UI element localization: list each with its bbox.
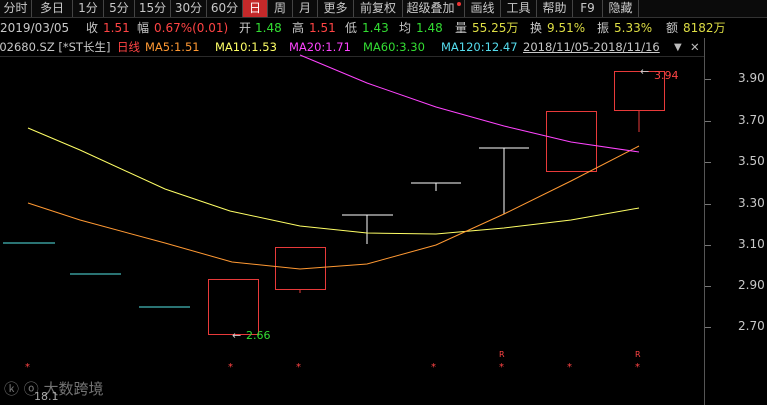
quote-bar: 2019/03/05 收 1.51 幅 0.67%(0.01) 开 1.48 高… bbox=[0, 18, 767, 38]
min-arrow: ← bbox=[232, 329, 241, 342]
volume-value: 55.25万 bbox=[472, 21, 519, 35]
amplitude-value: 5.33% bbox=[614, 21, 653, 35]
y-tick-mark bbox=[705, 162, 711, 163]
ma120-label: MA120:12.47 bbox=[441, 40, 518, 54]
marker-r: R bbox=[499, 350, 505, 359]
toolbar-tab-5[interactable]: 30分 bbox=[171, 0, 207, 17]
date-range[interactable]: 2018/11/05-2018/11/16 bbox=[523, 40, 660, 54]
toolbar-tab-2[interactable]: 1分 bbox=[73, 0, 104, 17]
low-label: 低 bbox=[345, 21, 358, 35]
notification-dot-icon bbox=[456, 2, 461, 6]
period-label: 日线 bbox=[117, 40, 140, 54]
header-separator bbox=[0, 56, 704, 57]
open-label: 开 bbox=[239, 21, 252, 35]
amplitude-label: 振 bbox=[597, 21, 610, 35]
ma5-label: MA5:1.51 bbox=[145, 40, 200, 54]
avg-label: 均 bbox=[399, 21, 412, 35]
y-axis-line bbox=[704, 38, 705, 405]
y-tick-label: 2.70 bbox=[738, 319, 765, 333]
y-tick-label: 3.90 bbox=[738, 71, 765, 85]
y-tick-label: 3.70 bbox=[738, 113, 765, 127]
open-value: 1.48 bbox=[255, 21, 282, 35]
y-tick-label: 3.10 bbox=[738, 237, 765, 251]
watermark-logo: ⓚ ⓞ 大数跨境 bbox=[4, 380, 104, 398]
marker-star: * bbox=[25, 362, 30, 373]
toolbar-tab-0[interactable]: 分时 bbox=[0, 0, 32, 17]
y-tick-label: 2.90 bbox=[738, 278, 765, 292]
marker-star: * bbox=[635, 362, 640, 373]
volume-label: 量 bbox=[455, 21, 468, 35]
y-tick-label: 3.30 bbox=[738, 196, 765, 210]
marker-star: * bbox=[431, 362, 436, 373]
toolbar-tab-8[interactable]: 周 bbox=[268, 0, 293, 17]
ma60-label: MA60:3.30 bbox=[363, 40, 425, 54]
toolbar-tab-14[interactable]: 工具 bbox=[501, 0, 537, 17]
amount-label: 额 bbox=[666, 21, 679, 35]
min-value: 2.66 bbox=[246, 329, 271, 342]
y-tick-label: 3.50 bbox=[738, 154, 765, 168]
y-tick-mark bbox=[705, 79, 711, 80]
high-label: 高 bbox=[292, 21, 305, 35]
bottom-value: 18.1 bbox=[34, 390, 59, 403]
toolbar-tab-6[interactable]: 60分 bbox=[207, 0, 243, 17]
quote-date: 2019/03/05 bbox=[0, 21, 70, 35]
toolbar-tab-3[interactable]: 5分 bbox=[104, 0, 135, 17]
max-arrow: ← bbox=[640, 65, 649, 78]
candle-up bbox=[546, 111, 597, 172]
ma20-label: MA20:1.71 bbox=[289, 40, 351, 54]
marker-star: * bbox=[296, 362, 301, 373]
toolbar-tab-4[interactable]: 15分 bbox=[135, 0, 171, 17]
stock-name[interactable]: 002680.SZ [*ST长生] bbox=[0, 40, 111, 54]
toolbar-tab-10[interactable]: 更多 bbox=[318, 0, 354, 17]
y-tick-mark bbox=[705, 327, 711, 328]
ma-legend-row: 002680.SZ [*ST长生] 日线 MA5:1.51 MA10:1.53 … bbox=[0, 39, 767, 56]
y-tick-mark bbox=[705, 121, 711, 122]
toolbar-tab-7[interactable]: 日 bbox=[243, 0, 268, 17]
y-tick-mark bbox=[705, 204, 711, 205]
amount-value: 8182万 bbox=[683, 21, 726, 35]
avg-value: 1.48 bbox=[416, 21, 443, 35]
toolbar-tab-13[interactable]: 画线 bbox=[465, 0, 501, 17]
low-value: 1.43 bbox=[362, 21, 389, 35]
toolbar-tab-9[interactable]: 月 bbox=[293, 0, 318, 17]
marker-r: R bbox=[635, 350, 641, 359]
y-tick-mark bbox=[705, 286, 711, 287]
toolbar-tab-12[interactable]: 超级叠加 bbox=[403, 0, 465, 17]
close-label: 收 bbox=[86, 21, 99, 35]
toolbar-tab-11[interactable]: 前复权 bbox=[354, 0, 403, 17]
ma10-line bbox=[27, 127, 640, 235]
max-value: 3.94 bbox=[654, 69, 679, 82]
close-value: 1.51 bbox=[103, 21, 130, 35]
ma5-line bbox=[27, 145, 640, 270]
change-label: 幅 bbox=[137, 21, 150, 35]
ma20-line bbox=[299, 54, 640, 153]
close-icon[interactable]: ✕ bbox=[690, 40, 700, 54]
y-tick-mark bbox=[705, 245, 711, 246]
toolbar-tab-1[interactable]: 多日 bbox=[32, 0, 73, 17]
marker-star: * bbox=[499, 362, 504, 373]
toolbar-tab-17[interactable]: 隐藏 bbox=[603, 0, 639, 17]
toolbar-tab-16[interactable]: F9 bbox=[573, 0, 603, 17]
marker-star: * bbox=[567, 362, 572, 373]
change-value: 0.67%(0.01) bbox=[154, 21, 229, 35]
turnover-label: 换 bbox=[530, 21, 543, 35]
ma10-label: MA10:1.53 bbox=[215, 40, 277, 54]
high-value: 1.51 bbox=[309, 21, 336, 35]
toolbar-tab-15[interactable]: 帮助 bbox=[537, 0, 573, 17]
period-toolbar: 分时 多日 1分 5分 15分 30分 60分日周月更多 前复权 超级叠加 画线 工具 帮助 F9 隐藏 bbox=[0, 0, 767, 18]
turnover-value: 9.51% bbox=[547, 21, 586, 35]
marker-star: * bbox=[228, 362, 233, 373]
candle-up bbox=[208, 279, 259, 335]
triangle-down-icon[interactable]: ▼ bbox=[674, 42, 682, 53]
